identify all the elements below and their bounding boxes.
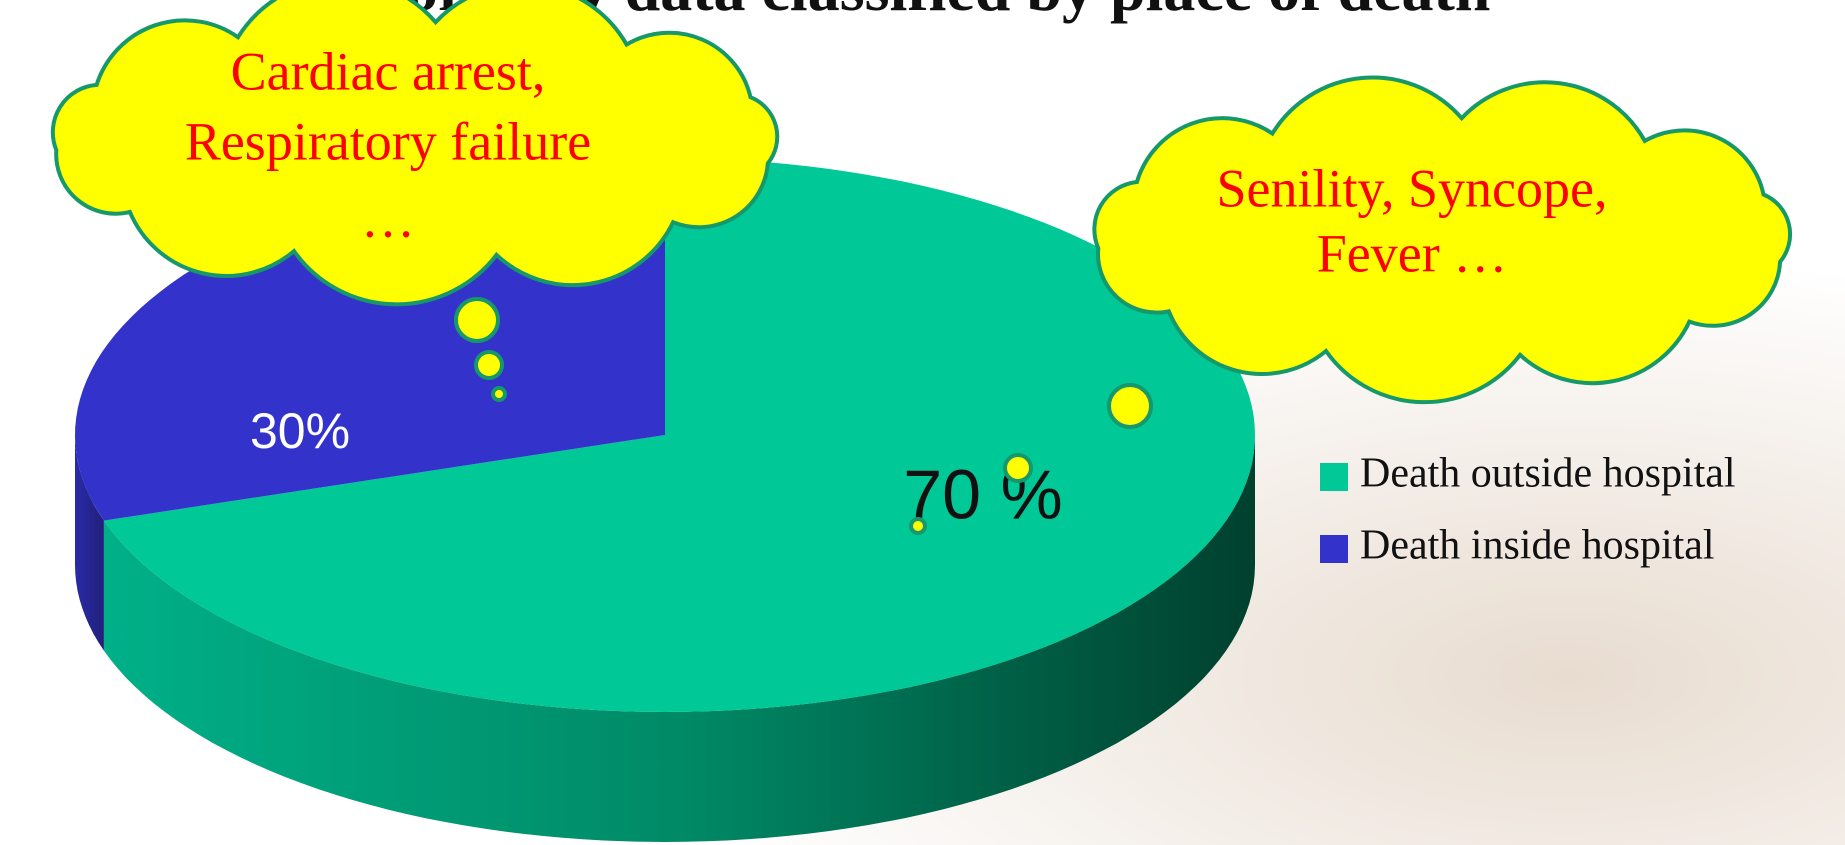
legend-swatch: [1320, 463, 1348, 491]
cloud-bubble: [493, 388, 505, 400]
cloud-text: Respiratory failure: [185, 111, 591, 171]
slide: Mortality data classified by place of de…: [0, 0, 1845, 845]
cloud-bubble: [456, 299, 498, 341]
cloud-bubble: [911, 519, 925, 533]
cloud-text: Cardiac arrest,: [231, 41, 546, 101]
cloud-bubble: [476, 352, 502, 378]
value-label: 30%: [250, 403, 350, 459]
cloud-text: …: [361, 188, 415, 248]
cloud-bubble: [1005, 455, 1031, 481]
cloud-bubble: [1109, 385, 1151, 427]
cloud-text: Senility, Syncope,: [1217, 158, 1608, 218]
legend-label: Death outside hospital: [1360, 451, 1736, 497]
value-label: 70 %: [903, 455, 1063, 533]
legend-swatch: [1320, 535, 1348, 563]
cloud-text: Fever …: [1317, 223, 1507, 283]
legend-label: Death inside hospital: [1360, 523, 1715, 569]
